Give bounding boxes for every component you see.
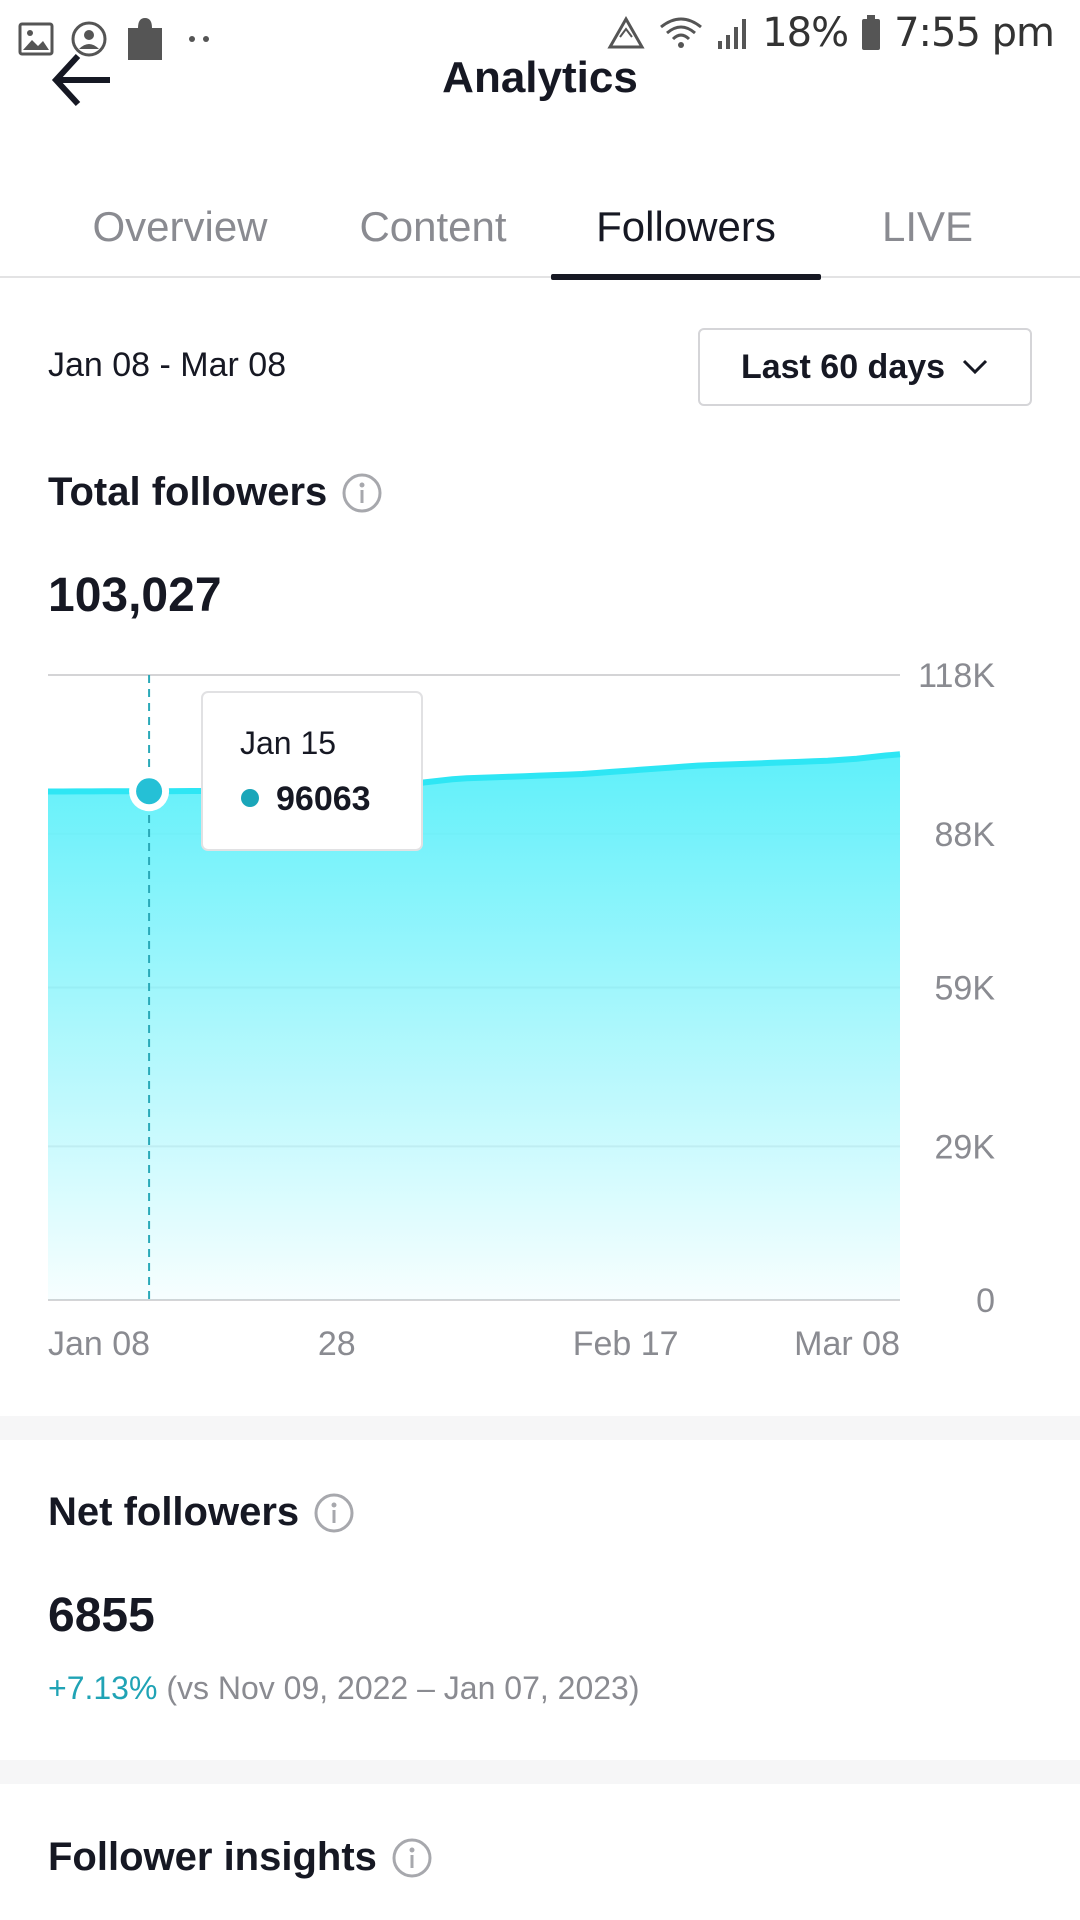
tooltip-date: Jan 15 <box>240 725 336 761</box>
info-icon[interactable] <box>313 1492 355 1534</box>
x-tick-label: Feb 17 <box>573 1325 679 1363</box>
back-button[interactable] <box>48 50 118 110</box>
x-tick-label: Mar 08 <box>794 1325 900 1363</box>
follower-insights-title-text: Follower insights <box>48 1835 377 1879</box>
active-tab-indicator <box>551 274 821 280</box>
net-followers-comparison: +7.13% (vs Nov 09, 2022 – Jan 07, 2023) <box>48 1670 640 1707</box>
recycle-icon <box>607 15 645 49</box>
total-followers-value: 103,027 <box>48 569 222 622</box>
date-range-dropdown-value: Last 60 days <box>740 347 946 386</box>
tooltip-series-dot <box>241 789 259 807</box>
net-followers-change: +7.13% <box>48 1670 158 1706</box>
more-dots-icon <box>189 36 209 42</box>
total-followers-title-text: Total followers <box>48 470 328 514</box>
chevron-down-icon <box>963 359 988 375</box>
puzzle-icon <box>128 18 162 60</box>
tab-content[interactable]: Content <box>359 203 507 250</box>
signal-icon <box>718 19 747 49</box>
date-range-dropdown[interactable]: Last 60 days <box>698 328 1032 406</box>
info-icon[interactable] <box>341 472 383 514</box>
analytics-tabs: Overview Content Followers LIVE <box>0 178 1080 280</box>
tooltip-box <box>201 691 423 851</box>
net-followers-comparison-range: (vs Nov 09, 2022 – Jan 07, 2023) <box>166 1670 640 1706</box>
x-tick-label: Jan 08 <box>48 1325 150 1363</box>
info-icon[interactable] <box>391 1837 433 1879</box>
total-followers-chart: 118K 88K 59K 29K 0 Jan 08 28 Feb 17 Mar 08 Jan … <box>48 657 996 1363</box>
battery-percent: 18% <box>762 10 849 56</box>
chart-line <box>48 751 901 795</box>
image-icon <box>18 22 54 56</box>
status-bar: 18% 7:55 pm <box>0 0 1080 76</box>
net-followers-title-text: Net followers <box>48 1490 300 1534</box>
wifi-icon <box>660 17 703 48</box>
hover-point[interactable] <box>136 778 163 805</box>
account-circle-icon <box>71 21 107 57</box>
tab-overview[interactable]: Overview <box>92 203 268 250</box>
x-tick-label: 28 <box>318 1325 356 1363</box>
net-followers-value: 6855 <box>48 1589 155 1642</box>
chart-area <box>48 754 900 1300</box>
date-range-label: Jan 08 - Mar 08 <box>48 346 287 384</box>
tooltip-value: 96063 <box>276 780 371 818</box>
tab-live[interactable]: LIVE <box>881 203 974 250</box>
battery-icon <box>862 15 881 50</box>
y-tick-label: 88K <box>935 816 996 854</box>
tab-followers-label: Followers <box>596 203 776 250</box>
page-title: Analytics <box>442 53 638 102</box>
app-header: Analytics <box>0 50 1080 130</box>
arrow-left-icon <box>51 53 110 107</box>
y-tick-label: 29K <box>935 1128 996 1166</box>
section-divider <box>0 1416 1080 1440</box>
net-followers-title: Net followers <box>48 1490 355 1535</box>
tab-followers[interactable]: Followers <box>551 178 821 280</box>
clock: 7:55 pm <box>894 10 1055 56</box>
y-tick-label: 59K <box>935 970 996 1008</box>
section-divider <box>0 1760 1080 1784</box>
follower-insights-title: Follower insights <box>48 1835 433 1880</box>
y-tick-label: 0 <box>976 1282 995 1320</box>
total-followers-title: Total followers <box>48 470 383 515</box>
y-tick-label: 118K <box>918 657 995 695</box>
